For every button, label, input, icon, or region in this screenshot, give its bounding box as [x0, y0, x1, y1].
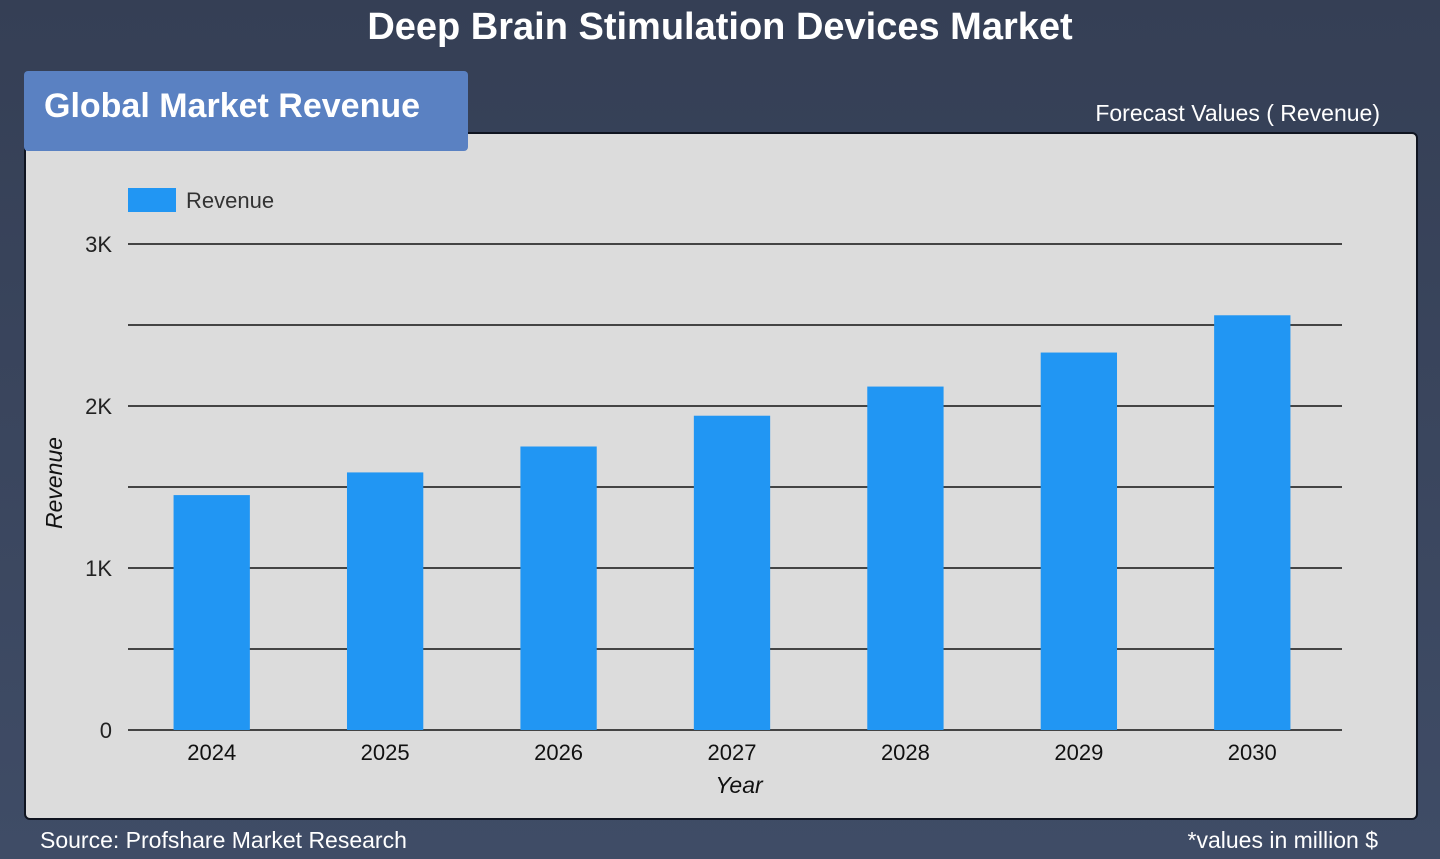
x-tick-label: 2025 [361, 740, 410, 765]
bar-2029 [1040, 352, 1118, 730]
y-tick-label: 0 [100, 718, 112, 743]
bar-2027 [693, 415, 771, 730]
x-tick-label: 2027 [708, 740, 757, 765]
y-axis-title: Revenue [41, 437, 67, 529]
legend-label-revenue: Revenue [186, 188, 274, 213]
x-tick-label: 2029 [1054, 740, 1103, 765]
bar-2030 [1214, 315, 1291, 730]
x-tick-label: 2024 [187, 740, 236, 765]
y-tick-label: 3K [85, 232, 112, 257]
footer-source: Source: Profshare Market Research [40, 827, 407, 853]
bar-2025 [346, 472, 424, 730]
footer-units-note: *values in million $ [1187, 827, 1378, 853]
y-tick-label: 1K [85, 556, 112, 581]
chart-panel: 0 1K 2K 3K 2024 2025 2026 2027 2028 2029 2030 Year R… [24, 132, 1418, 820]
bar-2028 [867, 386, 944, 730]
bar-2026 [520, 446, 597, 730]
forecast-values-label: Forecast Values ( Revenue) [1095, 100, 1380, 126]
x-tick-label: 2030 [1228, 740, 1277, 765]
x-tick-label: 2026 [534, 740, 583, 765]
section-tab-global-market-revenue: Global Market Revenue [24, 71, 468, 151]
y-tick-label: 2K [85, 394, 112, 419]
bar-2024 [173, 495, 250, 730]
revenue-bar-chart: 0 1K 2K 3K 2024 2025 2026 2027 2028 2029 2030 Year R… [41, 188, 1342, 798]
x-tick-label: 2028 [881, 740, 930, 765]
page-title: Deep Brain Stimulation Devices Market [367, 6, 1073, 48]
legend-swatch-revenue [128, 188, 176, 212]
x-axis-title: Year [715, 772, 764, 798]
